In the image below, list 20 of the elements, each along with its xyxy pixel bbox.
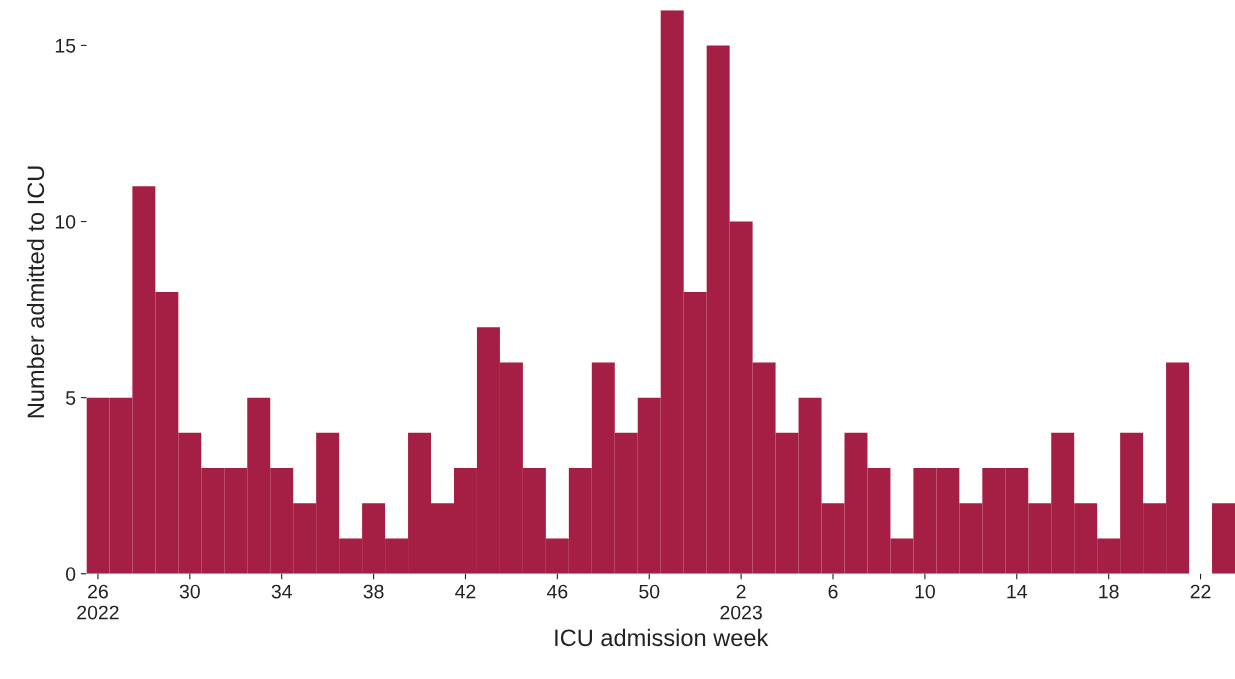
x-tick-label: 2 2023 <box>720 584 762 620</box>
y-tick-label: 15 <box>55 39 76 53</box>
y-tick-label: 10 <box>55 214 76 229</box>
x-axis-title: ICU admission week <box>555 628 769 647</box>
x-tick-label: 22 <box>1190 584 1211 599</box>
x-tick-label: 46 <box>546 584 568 599</box>
y-tick-label: 5 <box>66 391 76 405</box>
x-tick-label: 38 <box>363 584 384 599</box>
x-tick-label: 18 <box>1099 584 1119 599</box>
x-tick-label: 26 2022 <box>77 584 119 620</box>
x-tick-label: 10 <box>915 584 935 599</box>
x-tick-label: 14 <box>1007 584 1028 599</box>
x-tick-label: 34 <box>271 584 292 599</box>
x-tick-label: 42 <box>455 584 476 599</box>
x-tick-label: 50 <box>639 584 660 599</box>
x-tick-label: 30 <box>179 584 200 599</box>
bar <box>1212 503 1235 574</box>
x-tick-label: 6 <box>828 584 838 599</box>
y-axis-title: Number admitted to ICU <box>26 166 45 418</box>
y-tick-label: 0 <box>65 567 76 581</box>
